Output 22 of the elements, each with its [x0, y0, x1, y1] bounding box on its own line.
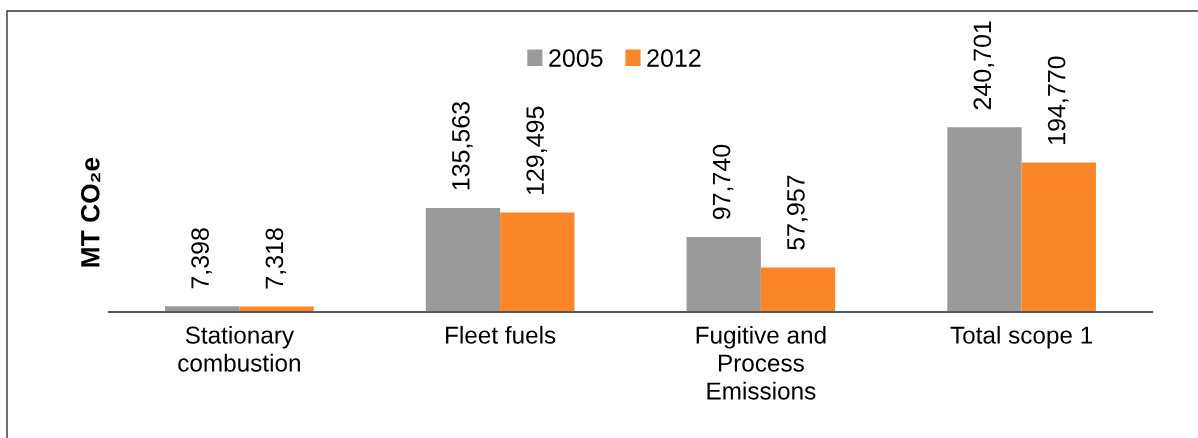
bar [425, 207, 501, 312]
legend-label: 2012 [647, 49, 701, 67]
data-label: 194,770 [1047, 56, 1069, 144]
bar [760, 267, 836, 312]
data-label: 57,957 [787, 175, 808, 250]
x-tick-label: Fleet fuels [446, 325, 556, 344]
data-label: 97,740 [712, 144, 734, 220]
data-label: 7,318 [265, 228, 287, 289]
bar [686, 236, 761, 312]
x-tick-label: Stationary combustion [178, 325, 300, 372]
data-label: 240,701 [973, 21, 995, 110]
bar [500, 212, 575, 312]
x-tick-label: Total scope 1 [950, 325, 1093, 349]
bar [239, 306, 314, 312]
bar [947, 127, 1022, 312]
x-tick-label: Fugitive and Process Emissions [696, 325, 826, 400]
data-label: 129,495 [526, 106, 547, 195]
data-label: 7,398 [191, 228, 212, 289]
y-axis-title: MT CO₂e [80, 157, 101, 267]
legend-label: 2005 [549, 49, 603, 67]
bar [1021, 162, 1096, 312]
data-label: 135,563 [451, 101, 473, 190]
